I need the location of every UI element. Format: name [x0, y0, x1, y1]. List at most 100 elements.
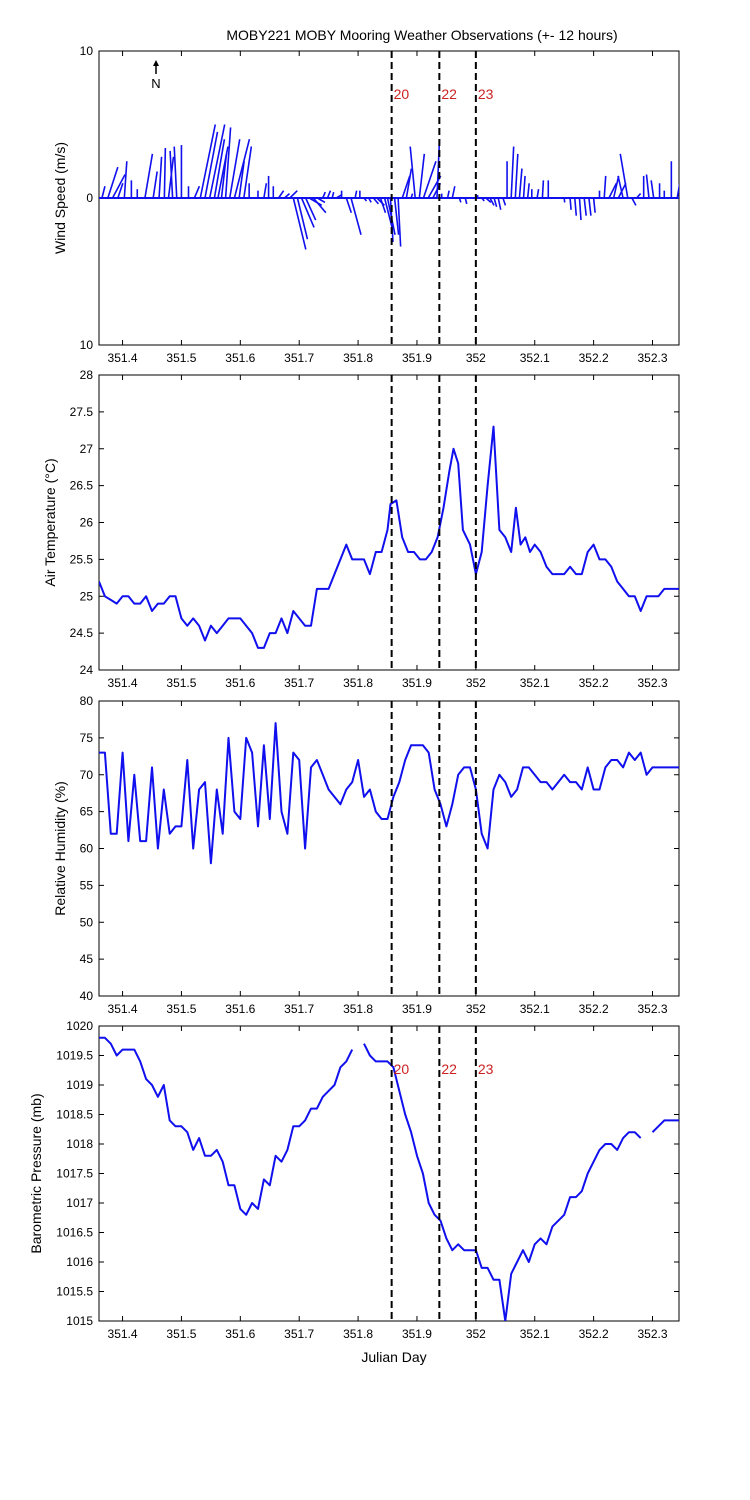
humidity-x-tick-label: 352.3	[637, 1002, 667, 1016]
pressure-x-tick-label: 351.8	[343, 1327, 373, 1341]
airtemp-y-tick-label: 26	[80, 516, 94, 530]
wind-vector	[458, 197, 462, 203]
wind-x-tick-label: 352.2	[579, 351, 609, 365]
airtemp-y-tick-label: 28	[80, 368, 94, 382]
airtemp-data	[99, 425, 679, 649]
wind-vector	[617, 175, 624, 199]
wind-vector	[397, 197, 402, 247]
wind-vector	[592, 197, 596, 213]
wind-vector	[563, 197, 566, 203]
wind-x-tick-label: 351.6	[225, 351, 255, 365]
wind-vector	[277, 190, 285, 199]
wind-vector	[493, 197, 498, 208]
airtemp-series-line	[99, 425, 679, 649]
pressure-series-line	[363, 1043, 642, 1321]
wind-vector	[199, 124, 217, 199]
pressure-x-tick-label: 352.2	[579, 1327, 609, 1341]
wind-panel: 351.4 351.5 351.6 351.7 351.8 351.9 352 352.1 35…	[52, 44, 680, 365]
pressure-x-tick-label: 351.4	[108, 1327, 138, 1341]
wind-vector	[144, 153, 154, 199]
wind-vector	[208, 124, 226, 199]
wind-vector	[422, 160, 437, 199]
wind-vector	[101, 186, 106, 199]
pressure-plot-frame	[98, 1025, 680, 1322]
wind-vector	[518, 168, 523, 199]
wind-vector	[569, 197, 572, 210]
wind-vector	[331, 191, 335, 199]
pressure-event-marker-label: 22	[441, 1061, 457, 1077]
wind-vector	[464, 197, 468, 205]
wind-vector	[446, 190, 450, 199]
wind-vector	[345, 197, 353, 213]
wind-vector	[451, 186, 456, 199]
wind-y-tick-label: 0	[86, 191, 93, 205]
wind-vector	[676, 183, 679, 199]
wind-vector	[481, 197, 485, 202]
wind-vector	[304, 197, 317, 221]
pressure-y-tick-label: 1015.5	[56, 1285, 93, 1299]
wind-vector	[300, 197, 315, 228]
wind-vector	[536, 189, 540, 199]
wind-vector	[296, 197, 309, 240]
airtemp-x-tick-label: 351.6	[225, 676, 255, 690]
wind-data	[99, 124, 679, 250]
wind-y-axis-label: Wind Speed (m/s)	[52, 142, 68, 254]
pressure-x-tick-label: 351.9	[402, 1327, 432, 1341]
humidity-series-line	[99, 722, 679, 865]
wind-vector	[117, 183, 124, 199]
airtemp-x-tick-label: 352.1	[520, 676, 550, 690]
wind-vector	[608, 182, 618, 199]
wind-y-tick-label: 10	[80, 44, 94, 58]
wind-vector	[418, 153, 426, 199]
wind-vector	[123, 161, 128, 199]
wind-vector	[228, 139, 241, 199]
humidity-y-tick-label: 70	[80, 768, 94, 782]
humidity-x-tick-label: 351.6	[225, 1002, 255, 1016]
humidity-y-tick-label: 60	[80, 842, 94, 856]
wind-vector	[292, 197, 307, 250]
pressure-y-tick-label: 1017.5	[56, 1167, 93, 1181]
panels: 351.4 351.5 351.6 351.7 351.8 351.9 352 352.1 35…	[28, 44, 680, 1341]
wind-vector	[363, 197, 368, 202]
pressure-y-tick-label: 1015	[66, 1314, 93, 1328]
wind-vector	[379, 197, 387, 213]
figure-title: MOBY221 MOBY Mooring Weather Observation…	[226, 27, 617, 43]
x-axis-label: Julian Day	[361, 1349, 426, 1365]
pressure-event-marker-label: 23	[478, 1061, 494, 1077]
airtemp-y-tick-label: 25	[80, 589, 94, 603]
humidity-x-tick-label: 352	[466, 1002, 486, 1016]
humidity-y-tick-label: 75	[80, 731, 94, 745]
wind-vector	[107, 166, 119, 199]
pressure-y-tick-label: 1018.5	[56, 1108, 93, 1122]
wind-vector	[502, 197, 507, 206]
wind-vector	[233, 139, 251, 199]
pressure-x-tick-label: 351.7	[284, 1327, 314, 1341]
wind-vector	[489, 197, 495, 206]
wind-event-marker-label: 22	[441, 86, 457, 102]
wind-vector	[111, 174, 126, 199]
pressure-y-tick-label: 1016.5	[56, 1226, 93, 1240]
humidity-x-tick-label: 351.9	[402, 1002, 432, 1016]
humidity-y-tick-label: 50	[80, 915, 94, 929]
humidity-y-tick-label: 40	[80, 989, 94, 1003]
wind-vector	[158, 156, 163, 199]
wind-x-tick-label: 351.5	[166, 351, 196, 365]
wind-x-tick-label: 352.3	[637, 351, 667, 365]
airtemp-x-tick-label: 351.7	[284, 676, 314, 690]
pressure-y-tick-label: 1019	[66, 1078, 93, 1092]
wind-vector	[619, 153, 629, 199]
wind-vector	[526, 183, 530, 199]
pressure-y-tick-label: 1017	[66, 1196, 93, 1210]
wind-vector	[401, 175, 411, 199]
wind-vector	[317, 197, 326, 204]
airtemp-y-tick-label: 25.5	[70, 552, 94, 566]
wind-vector	[485, 197, 492, 204]
wind-vector	[283, 192, 291, 199]
north-label: N	[151, 76, 160, 91]
wind-x-tick-label: 352.1	[520, 351, 550, 365]
pressure-x-tick-label: 352.3	[637, 1327, 667, 1341]
humidity-plot-frame	[98, 700, 680, 997]
wind-vector	[289, 190, 298, 199]
wind-vector	[497, 197, 502, 210]
wind-vector	[335, 194, 342, 199]
